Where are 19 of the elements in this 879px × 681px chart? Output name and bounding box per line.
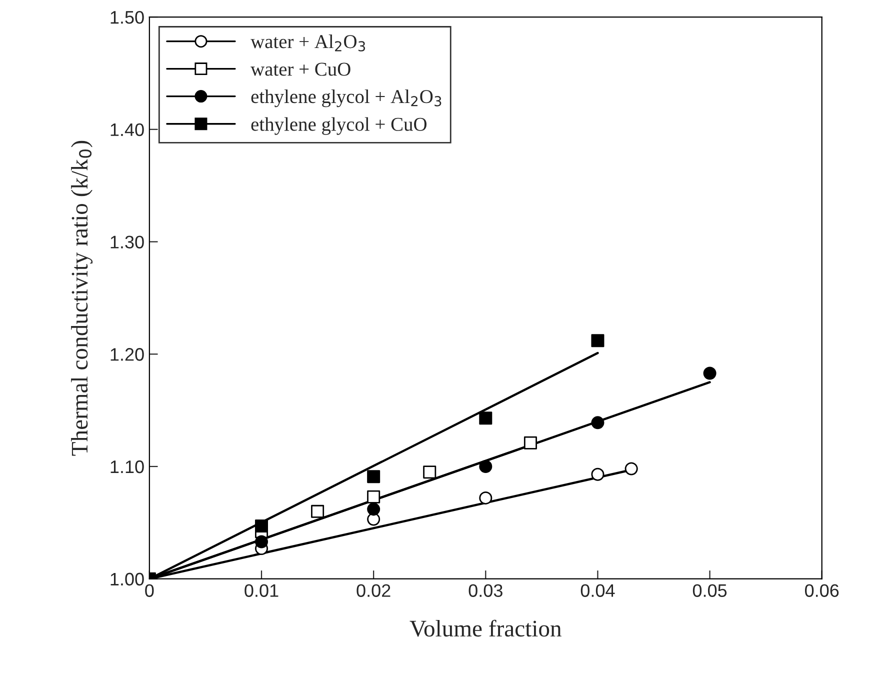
legend-label: water + Al$_{2}$O$_{3}$ xyxy=(250,34,366,52)
y-tick-label: 1.30 xyxy=(110,236,144,248)
x-tick-label: 0.02 xyxy=(356,584,390,597)
y-tick-label: 1.20 xyxy=(110,348,144,361)
y-tick-label: 1.00 xyxy=(110,572,144,586)
legend-label: water + CuO xyxy=(250,62,350,76)
x-tick-label: 0 xyxy=(145,584,154,597)
y-tick-label: 1.40 xyxy=(110,123,144,136)
x-tick-label: 0.03 xyxy=(468,584,502,597)
x-tick-label: 0.01 xyxy=(244,584,278,597)
y-tick-label: 1.10 xyxy=(110,460,144,474)
legend-label: ethylene glycol + CuO xyxy=(251,117,426,135)
x-axis-title: Volume fraction xyxy=(410,620,562,637)
y-tick-label: 1.50 xyxy=(110,10,144,24)
x-tick-label: 0.04 xyxy=(580,584,615,597)
legend-label: ethylene glycol + Al$_{2}$O$_{3}$ xyxy=(251,89,442,108)
x-tick-label: 0.05 xyxy=(692,584,727,597)
x-tick-label: 0.06 xyxy=(805,584,839,597)
y-axis-title: Thermal conductivity ratio (k/k$_{0}$) xyxy=(71,140,93,456)
